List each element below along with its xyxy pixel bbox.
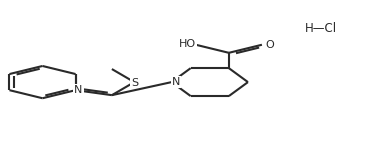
Text: N: N bbox=[172, 77, 180, 87]
Text: S: S bbox=[131, 78, 138, 88]
Text: O: O bbox=[266, 40, 274, 50]
Text: HO: HO bbox=[179, 39, 196, 49]
Text: N: N bbox=[74, 85, 82, 95]
Text: H—Cl: H—Cl bbox=[305, 22, 337, 35]
